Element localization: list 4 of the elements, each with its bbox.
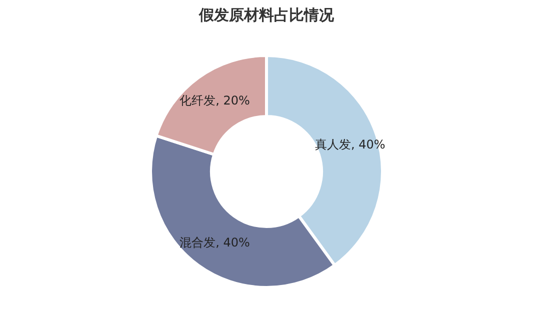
slice-label: 混合发, 40% [180, 236, 250, 250]
slice-label: 化纤发, 20% [180, 93, 250, 108]
chart-title: 假发原材料占比情况 [198, 6, 335, 24]
slice-label: 真人发, 40% [315, 137, 386, 152]
